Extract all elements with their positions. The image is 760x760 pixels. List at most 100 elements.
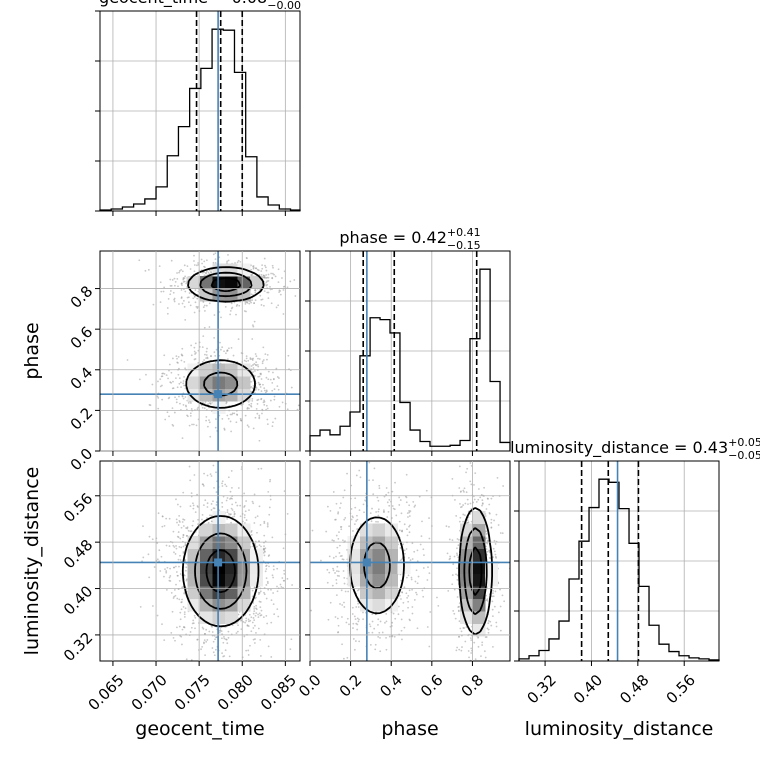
sample-point — [196, 305, 199, 308]
sample-point — [320, 559, 322, 562]
sample-point — [201, 360, 204, 363]
x-tick-label: 0.2 — [336, 671, 366, 701]
sample-point — [400, 512, 403, 515]
sample-point — [378, 487, 381, 489]
sample-point — [215, 471, 217, 474]
sample-point — [165, 517, 168, 520]
sample-point — [245, 649, 248, 652]
sample-point — [212, 464, 215, 467]
sample-point — [400, 558, 403, 561]
sample-point — [189, 505, 192, 507]
sample-point — [414, 504, 417, 507]
sample-point — [201, 513, 204, 516]
sample-point — [492, 547, 495, 550]
sample-point — [166, 566, 169, 569]
sample-point — [261, 298, 264, 301]
sample-point — [483, 486, 485, 489]
density-cell — [225, 388, 238, 402]
sample-point — [377, 520, 379, 523]
sample-point — [495, 513, 498, 516]
sample-point — [204, 633, 206, 635]
sample-point — [271, 264, 274, 267]
sample-point — [362, 611, 364, 614]
sample-point — [174, 280, 177, 283]
sample-point — [173, 298, 175, 301]
sample-point — [411, 612, 414, 615]
sample-point — [179, 618, 182, 621]
sample-point — [267, 378, 270, 381]
sample-point — [183, 592, 186, 595]
sample-point — [282, 285, 285, 288]
sample-point — [408, 618, 411, 621]
sample-point — [235, 632, 238, 635]
sample-point — [278, 291, 280, 293]
sample-point — [452, 610, 455, 612]
sample-point — [413, 550, 416, 553]
sample-point — [503, 600, 506, 603]
sample-point — [234, 501, 237, 504]
sample-point — [226, 509, 229, 511]
sample-point — [356, 628, 359, 631]
sample-point — [259, 294, 262, 297]
sample-point — [219, 628, 222, 630]
sample-point — [256, 399, 259, 402]
sample-point — [226, 350, 228, 352]
sample-point — [395, 514, 398, 517]
sample-point — [378, 631, 381, 634]
sample-point — [194, 616, 197, 619]
sample-point — [369, 458, 371, 460]
sample-point — [474, 658, 477, 661]
sample-point — [183, 611, 186, 614]
sample-point — [246, 624, 249, 627]
sample-point — [177, 524, 180, 526]
sample-point — [294, 295, 297, 297]
sample-point — [208, 326, 211, 328]
sample-point — [399, 573, 402, 576]
sample-point — [252, 502, 255, 505]
sample-point — [336, 574, 339, 577]
sample-point — [184, 569, 187, 572]
sample-point — [371, 613, 374, 616]
sample-point — [182, 525, 185, 527]
sample-point — [357, 602, 360, 605]
sample-point — [248, 613, 251, 616]
sample-point — [234, 262, 236, 264]
sample-point — [176, 386, 179, 389]
sample-point — [265, 584, 268, 586]
sample-point — [183, 264, 186, 267]
sample-point — [252, 638, 255, 641]
sample-point — [466, 519, 469, 522]
sample-point — [250, 405, 253, 408]
sample-point — [255, 631, 257, 634]
sample-point — [481, 499, 484, 502]
sample-point — [384, 621, 386, 624]
sample-point — [368, 623, 371, 626]
sample-point — [158, 549, 161, 552]
sample-point — [180, 297, 183, 300]
sample-point — [272, 568, 275, 571]
sample-point — [256, 412, 259, 415]
sample-point — [262, 304, 265, 307]
sample-point — [189, 304, 192, 307]
sample-point — [486, 666, 488, 668]
sample-point — [258, 505, 261, 508]
sample-point — [489, 620, 492, 623]
sample-point — [254, 614, 257, 617]
sample-point — [469, 502, 472, 505]
sample-point — [219, 629, 221, 632]
sample-point — [278, 377, 280, 379]
sample-point — [175, 547, 178, 550]
panel-geocent_time-luminosity_distance — [99, 460, 301, 662]
sample-point — [230, 430, 233, 433]
sample-point — [263, 548, 266, 551]
sample-point — [243, 514, 246, 516]
sample-point — [421, 520, 423, 523]
sample-point — [175, 583, 177, 586]
sample-point — [485, 548, 488, 550]
sample-point — [180, 282, 183, 285]
sample-point — [230, 497, 232, 500]
sample-point — [264, 353, 267, 356]
sample-point — [185, 405, 188, 408]
sample-point — [165, 588, 168, 591]
sample-point — [161, 623, 163, 626]
